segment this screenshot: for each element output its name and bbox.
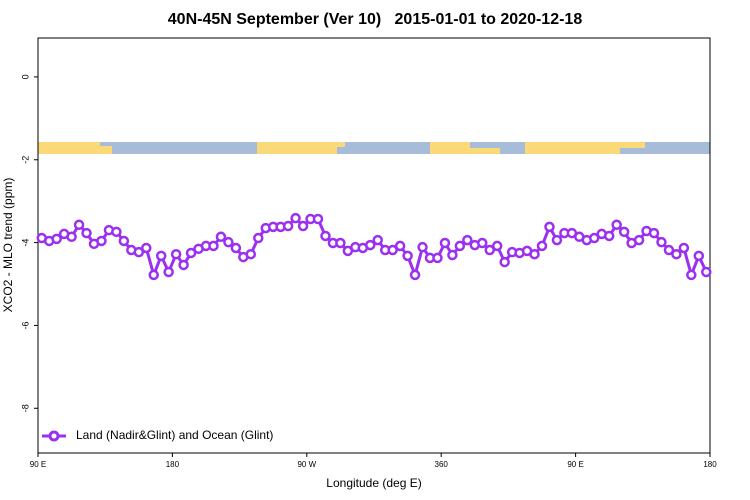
x-tick-label: 360 xyxy=(435,460,449,469)
data-point xyxy=(185,247,197,259)
data-point xyxy=(678,242,690,254)
data-point xyxy=(663,244,675,256)
data-point xyxy=(245,248,257,260)
data-point xyxy=(335,237,346,249)
data-point xyxy=(170,248,182,260)
data-point xyxy=(365,239,376,251)
data-point xyxy=(312,213,324,225)
data-point xyxy=(208,240,219,252)
data-point xyxy=(618,226,630,238)
legend: Land (Nadir&Glint) and Ocean (Glint) xyxy=(42,428,273,442)
x-axis-label: Longitude (deg E) xyxy=(326,476,421,490)
data-point xyxy=(693,250,705,262)
data-point xyxy=(148,269,159,281)
data-point xyxy=(648,227,660,239)
legend-marker xyxy=(48,430,60,442)
data-point xyxy=(163,266,174,278)
y-tick-label: -2 xyxy=(20,156,30,164)
data-point xyxy=(491,240,503,252)
x-tick-label: 90 E xyxy=(30,460,46,469)
data-point xyxy=(462,234,473,246)
data-point xyxy=(394,240,406,252)
data-point xyxy=(656,236,667,248)
data-point xyxy=(671,248,682,260)
data-point xyxy=(529,248,540,260)
x-tick-label: 90 E xyxy=(567,460,583,469)
data-point xyxy=(253,232,264,244)
data-point xyxy=(133,246,145,258)
data-point xyxy=(603,230,615,242)
data-point xyxy=(432,252,443,264)
data-point xyxy=(686,269,697,281)
land-ocean-strip xyxy=(38,142,710,154)
x-tick-label: 90 W xyxy=(297,460,316,469)
y-tick-label: -6 xyxy=(20,321,30,329)
y-tick-label: 0 xyxy=(20,74,30,79)
data-point xyxy=(155,250,167,262)
data-point xyxy=(409,269,421,281)
data-point xyxy=(633,234,645,246)
data-point xyxy=(111,226,122,238)
data-point xyxy=(536,240,548,252)
data-point xyxy=(118,235,130,247)
data-point xyxy=(701,266,712,278)
data-point xyxy=(81,227,92,239)
data-point xyxy=(454,240,466,252)
data-point xyxy=(290,212,301,224)
y-tick-label: -8 xyxy=(20,404,30,412)
y-tick-label: -4 xyxy=(20,239,30,247)
data-point xyxy=(447,249,458,261)
data-point xyxy=(230,242,242,254)
plot-frame xyxy=(37,37,711,454)
data-point xyxy=(73,219,85,231)
data-point xyxy=(320,230,331,242)
data-point xyxy=(611,219,622,231)
data-point xyxy=(417,241,428,253)
chart-title: 40N-45N September (Ver 10) 2015-01-01 to… xyxy=(168,11,583,28)
data-point xyxy=(499,256,510,268)
data-point xyxy=(96,235,107,247)
data-point xyxy=(141,242,152,254)
data-point xyxy=(551,234,563,246)
legend-label: Land (Nadir&Glint) and Ocean (Glint) xyxy=(76,428,273,442)
data-point xyxy=(477,237,488,249)
data-point xyxy=(402,250,413,262)
data-point xyxy=(589,232,600,244)
data-point xyxy=(387,244,398,256)
x-tick-label: 180 xyxy=(703,460,717,469)
data-point xyxy=(51,233,62,245)
data-point xyxy=(372,234,383,246)
data-point xyxy=(215,231,227,243)
data-point xyxy=(439,237,451,249)
data-point xyxy=(544,221,555,233)
data-point xyxy=(297,220,309,232)
x-tick-label: 180 xyxy=(166,460,180,469)
data-point xyxy=(282,220,294,232)
data-point xyxy=(66,231,77,243)
y-axis-label: XCO2 - MLO trend (ppm) xyxy=(1,178,15,313)
data-point xyxy=(484,244,495,256)
data-point xyxy=(178,259,189,271)
data-point xyxy=(223,236,234,248)
